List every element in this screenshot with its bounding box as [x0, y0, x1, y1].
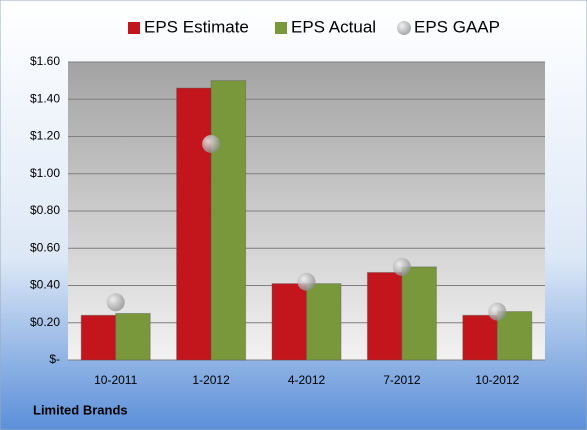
legend-label: EPS Estimate	[144, 17, 249, 36]
bar	[462, 314, 498, 361]
legend-marker	[397, 21, 411, 35]
legend-marker	[128, 22, 140, 34]
point	[297, 272, 316, 291]
legend-label: EPS GAAP	[414, 17, 500, 36]
x-tick-label: 7-2012	[383, 373, 421, 387]
bar	[366, 271, 403, 361]
y-tick-label: $0.40	[30, 278, 60, 292]
x-tick-label: 1-2012	[192, 373, 230, 387]
y-tick-label: $0.20	[30, 315, 60, 329]
x-tick-label: 10-2011	[94, 373, 137, 387]
legend-label: EPS Actual	[291, 17, 376, 36]
y-tick-label: $1.40	[30, 91, 60, 105]
bar	[115, 312, 151, 361]
point	[106, 293, 125, 312]
point	[392, 257, 411, 276]
chart-title: Limited Brands	[33, 402, 128, 417]
bar	[271, 283, 307, 361]
bar	[306, 283, 342, 361]
y-tick-label: $1.60	[30, 54, 60, 68]
x-tick-label: 10-2012	[475, 373, 519, 387]
point	[202, 134, 221, 153]
point	[488, 302, 507, 321]
y-tick-label: $0.60	[30, 240, 60, 254]
bar	[401, 266, 437, 361]
x-tick-label: 4-2012	[288, 373, 326, 387]
y-tick-label: $0.80	[30, 203, 60, 217]
y-tick-label: $1.00	[30, 166, 60, 180]
y-tick-label: $1.20	[30, 129, 60, 143]
bar	[496, 311, 533, 361]
y-tick-label: $-	[49, 352, 60, 366]
bar	[176, 87, 212, 361]
legend-marker	[275, 22, 287, 34]
bar	[210, 80, 247, 361]
bar	[80, 314, 117, 361]
